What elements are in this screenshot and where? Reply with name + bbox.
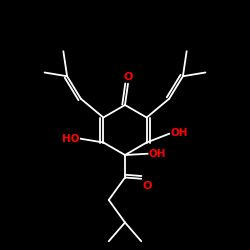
Text: O: O: [142, 181, 152, 191]
Text: HO: HO: [62, 134, 80, 144]
Text: O: O: [123, 72, 133, 82]
Text: OH: OH: [170, 128, 188, 138]
Text: OH: OH: [149, 149, 166, 159]
